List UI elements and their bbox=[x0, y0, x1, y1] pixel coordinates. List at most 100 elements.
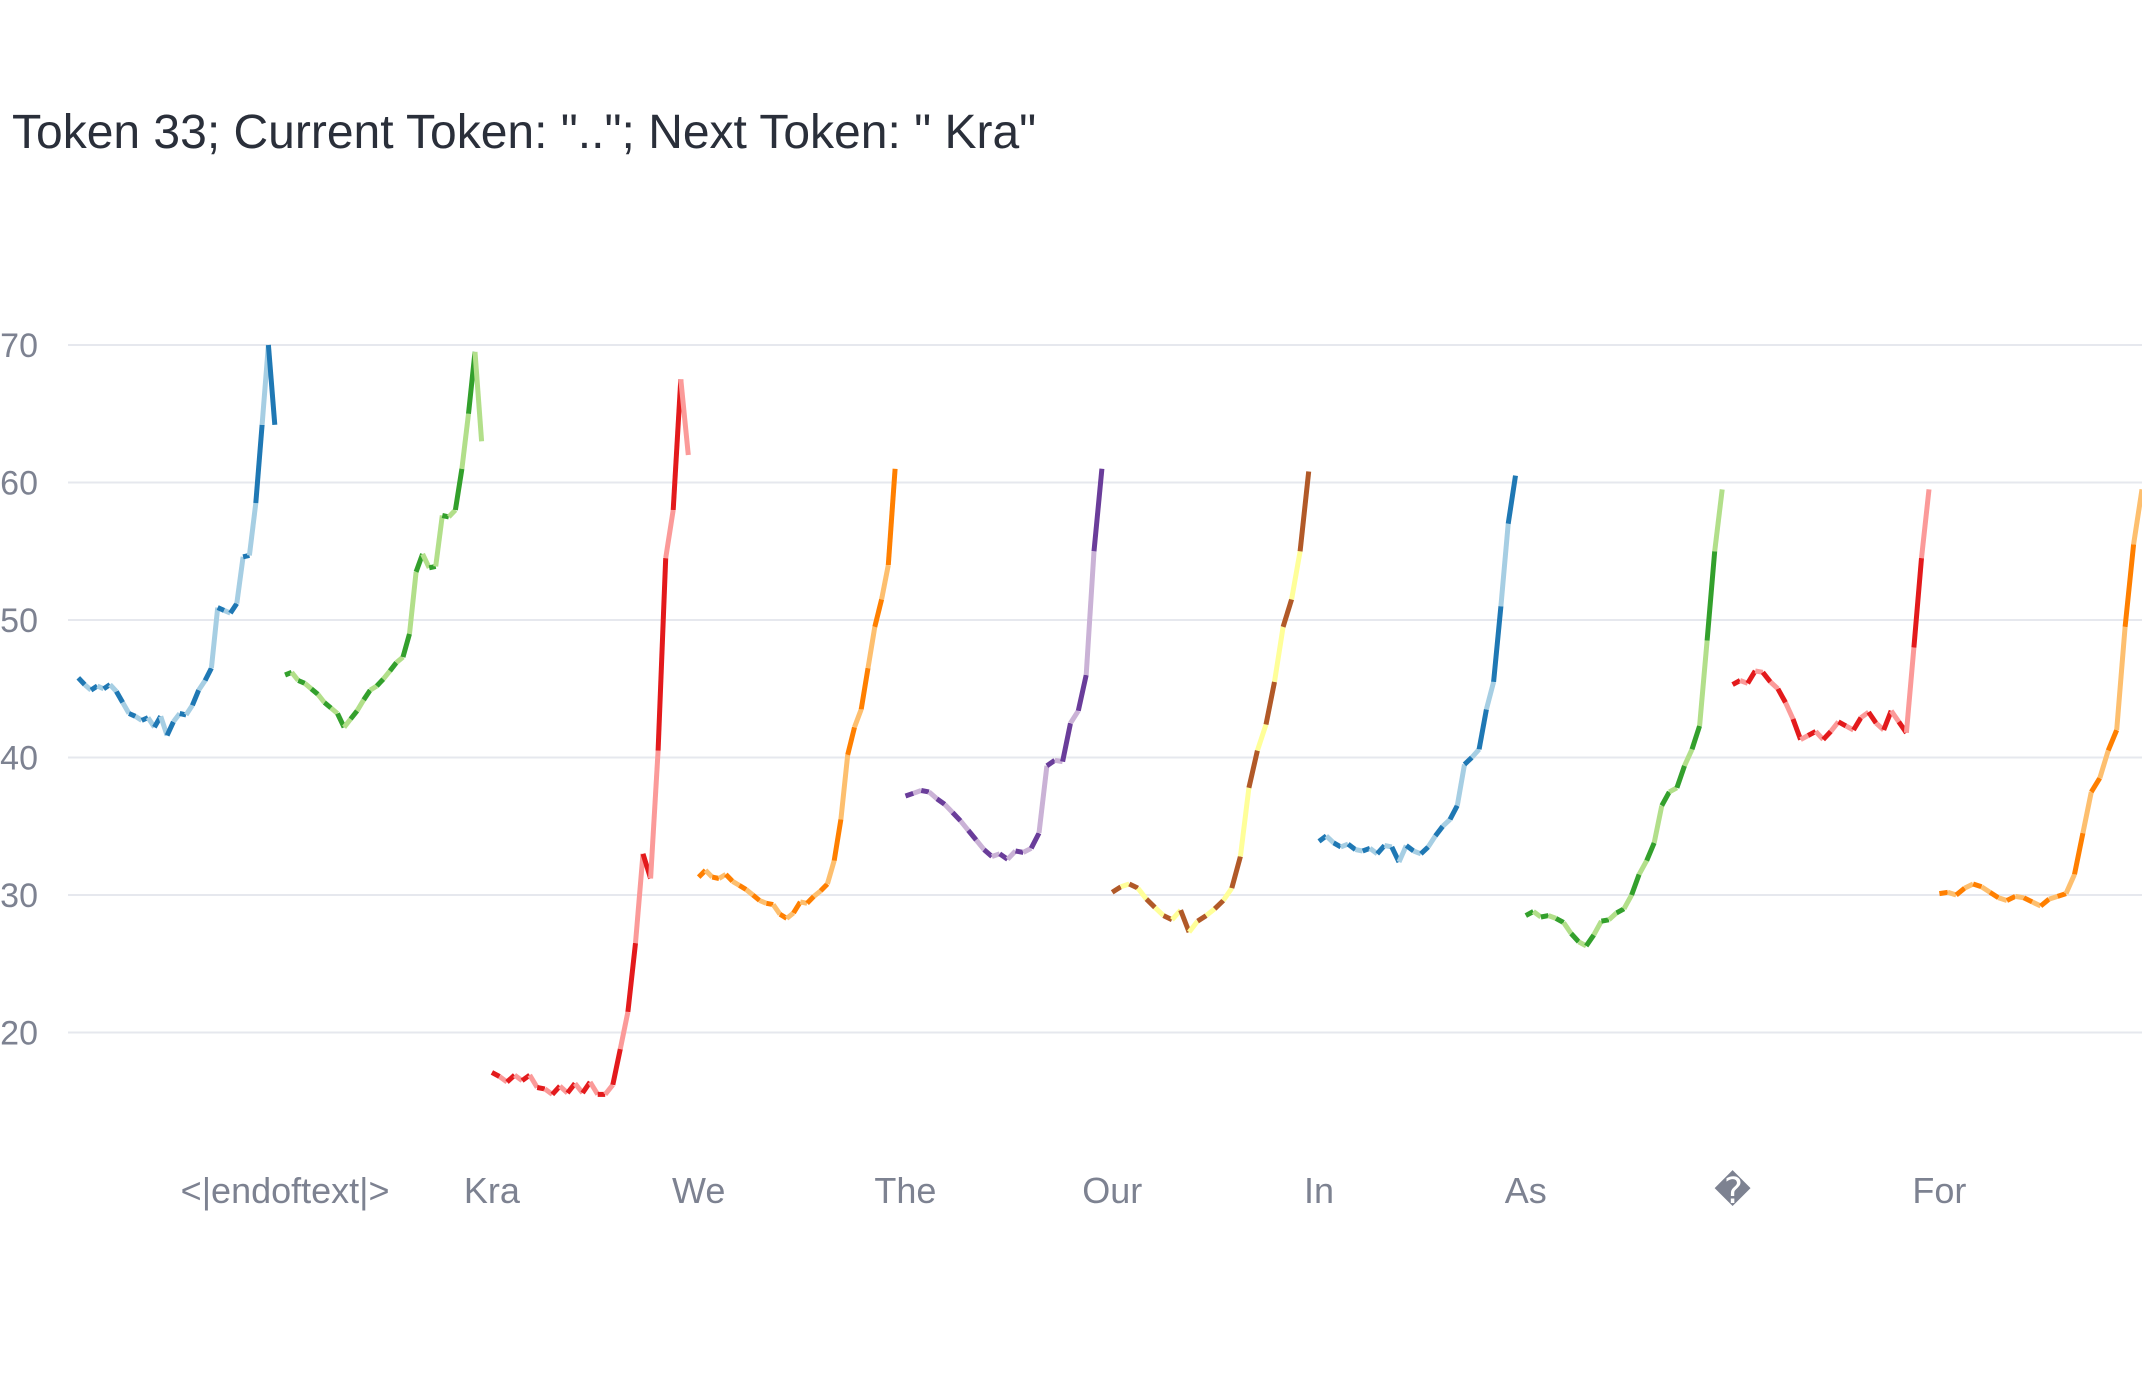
series-9-segment bbox=[1806, 729, 1817, 738]
series-10-segment bbox=[1988, 890, 2000, 900]
series-10-segment bbox=[2080, 791, 2094, 834]
series-4-segment bbox=[858, 667, 871, 710]
series-8-segment bbox=[1644, 841, 1657, 862]
series-9-segment bbox=[1760, 670, 1773, 684]
series-8-segment bbox=[1668, 785, 1679, 795]
series-8-segment bbox=[1531, 909, 1543, 920]
series-6-segment bbox=[1162, 913, 1174, 923]
series-10-segment bbox=[2072, 832, 2086, 875]
series-4-segment bbox=[812, 888, 823, 899]
series-4 bbox=[696, 468, 898, 921]
series-2-segment bbox=[322, 700, 333, 710]
series-7-segment bbox=[1440, 817, 1452, 829]
series-7-segment bbox=[1324, 834, 1336, 845]
series-1-segment bbox=[96, 683, 105, 692]
series-10-segment bbox=[2005, 894, 2017, 903]
series-5-segment bbox=[1036, 765, 1050, 834]
series-9-segment bbox=[1889, 709, 1901, 724]
y-tick-label: 40 bbox=[0, 740, 38, 778]
series-7-segment bbox=[1332, 840, 1343, 850]
series-4-segment bbox=[724, 872, 735, 884]
y-tick-label: 60 bbox=[0, 465, 38, 503]
chart-title: Token 33; Current Token: ".."; Next Toke… bbox=[12, 106, 1037, 159]
series-5-segment bbox=[1083, 551, 1097, 676]
series-5-segment bbox=[1075, 674, 1089, 712]
x-tick-label: Kra bbox=[464, 1170, 521, 1211]
series-9-segment bbox=[1903, 647, 1917, 734]
series-1-segment bbox=[140, 715, 150, 723]
series-10 bbox=[1939, 489, 2142, 909]
series-5-segment bbox=[950, 810, 963, 823]
series-1-segment bbox=[208, 607, 221, 669]
series-10-segment bbox=[2048, 894, 2059, 902]
series-7-segment bbox=[1419, 845, 1430, 856]
series-3-segment bbox=[617, 1011, 631, 1050]
series-10-segment bbox=[2039, 897, 2051, 908]
series-10-segment bbox=[2089, 776, 2102, 794]
series-7-segment bbox=[1368, 846, 1379, 856]
series-8-segment bbox=[1689, 725, 1702, 751]
series-layer bbox=[76, 344, 2142, 1097]
series-6-segment bbox=[1153, 905, 1166, 918]
series-1-segment bbox=[216, 605, 226, 613]
series-9-segment bbox=[1775, 687, 1788, 704]
series-7-segment bbox=[1361, 845, 1371, 854]
x-tick-label: � bbox=[1714, 1170, 1751, 1211]
series-5-segment bbox=[966, 828, 979, 842]
series-5-segment bbox=[958, 819, 971, 832]
series-8-segment bbox=[1629, 873, 1642, 896]
series-3-segment bbox=[603, 1083, 615, 1096]
x-tick-label: <|endoftext|> bbox=[181, 1170, 390, 1211]
series-8-segment bbox=[1659, 790, 1672, 807]
series-1-segment bbox=[234, 556, 246, 604]
series-5-segment bbox=[1054, 757, 1064, 765]
series-1-segment bbox=[242, 552, 250, 560]
series-9-segment bbox=[1799, 733, 1810, 742]
series-9 bbox=[1731, 489, 1932, 742]
series-7-segment bbox=[1469, 747, 1481, 760]
series-7-segment bbox=[1375, 843, 1387, 856]
series-3-segment bbox=[678, 379, 691, 456]
series-10-segment bbox=[1997, 895, 2008, 903]
series-9-segment bbox=[1754, 668, 1764, 675]
series-1-segment bbox=[228, 602, 239, 615]
series-4-segment bbox=[738, 883, 748, 892]
series-1-segment bbox=[83, 682, 93, 692]
series-6-segment bbox=[1297, 471, 1312, 552]
series-6-segment bbox=[1204, 906, 1217, 918]
series-8-segment bbox=[1704, 551, 1718, 641]
series-7-segment bbox=[1498, 523, 1511, 607]
series-8-segment bbox=[1674, 764, 1687, 789]
series-6-segment bbox=[1178, 909, 1192, 934]
x-axis-ticks: <|endoftext|> Kra We The Our In As � For bbox=[181, 1170, 1967, 1211]
series-7-segment bbox=[1483, 681, 1497, 711]
series-5 bbox=[904, 468, 1105, 862]
series-9-segment bbox=[1844, 723, 1855, 733]
x-tick-label: Our bbox=[1082, 1170, 1142, 1211]
series-5-segment bbox=[942, 802, 955, 815]
series-2-segment bbox=[387, 661, 399, 673]
series-3-segment bbox=[498, 1074, 509, 1085]
series-10-segment bbox=[1947, 889, 1957, 898]
series-4-segment bbox=[865, 626, 878, 669]
series-8-segment bbox=[1591, 919, 1604, 937]
series-3-segment bbox=[670, 379, 684, 511]
series-1-segment bbox=[89, 683, 99, 693]
series-1-segment bbox=[190, 689, 202, 707]
series-7-segment bbox=[1317, 833, 1328, 844]
series-4-segment bbox=[791, 900, 803, 915]
series-2-segment bbox=[420, 552, 432, 569]
series-4-segment bbox=[799, 899, 808, 906]
series-7-segment bbox=[1447, 804, 1460, 821]
series-6-segment bbox=[1229, 855, 1243, 889]
series-9-segment bbox=[1768, 680, 1780, 691]
series-4-segment bbox=[818, 882, 830, 893]
series-2-segment bbox=[428, 563, 437, 571]
series-7-segment bbox=[1476, 708, 1489, 750]
series-8-segment bbox=[1569, 931, 1581, 944]
series-3-segment bbox=[505, 1073, 517, 1084]
series-1-segment bbox=[102, 682, 112, 691]
series-1-segment bbox=[76, 676, 87, 687]
series-1-segment bbox=[127, 711, 137, 719]
